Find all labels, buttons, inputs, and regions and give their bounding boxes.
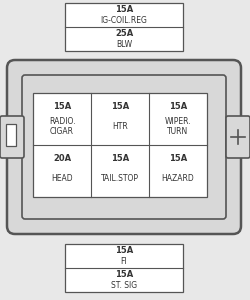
Text: 15A: 15A: [111, 102, 129, 111]
Text: WIPER.
TURN: WIPER. TURN: [165, 117, 191, 136]
Bar: [65, 244, 183, 292]
Text: 15A: 15A: [115, 5, 133, 14]
Text: 15A: 15A: [115, 270, 133, 279]
FancyBboxPatch shape: [0, 116, 24, 158]
Text: HEAD: HEAD: [51, 174, 73, 183]
Text: 15A: 15A: [111, 154, 129, 163]
Text: 15A: 15A: [169, 154, 187, 163]
Text: 15A: 15A: [115, 246, 133, 255]
FancyBboxPatch shape: [22, 75, 226, 219]
Text: TAIL.STOP: TAIL.STOP: [101, 174, 139, 183]
Text: HAZARD: HAZARD: [162, 174, 194, 183]
Bar: [6, 124, 16, 146]
FancyBboxPatch shape: [7, 60, 241, 234]
Text: 15A: 15A: [53, 102, 71, 111]
Text: ST. SIG: ST. SIG: [111, 281, 137, 290]
Text: RADIO.
CIGAR: RADIO. CIGAR: [49, 117, 75, 136]
Text: 15A: 15A: [169, 102, 187, 111]
Text: IG-COIL.REG: IG-COIL.REG: [100, 16, 148, 25]
Text: BLW: BLW: [116, 40, 132, 49]
Bar: [65, 3, 183, 51]
Text: 20A: 20A: [53, 154, 71, 163]
Text: FI: FI: [121, 257, 127, 266]
Bar: [33, 93, 207, 197]
Text: 25A: 25A: [115, 29, 133, 38]
FancyBboxPatch shape: [226, 116, 250, 158]
Text: HTR: HTR: [112, 122, 128, 131]
